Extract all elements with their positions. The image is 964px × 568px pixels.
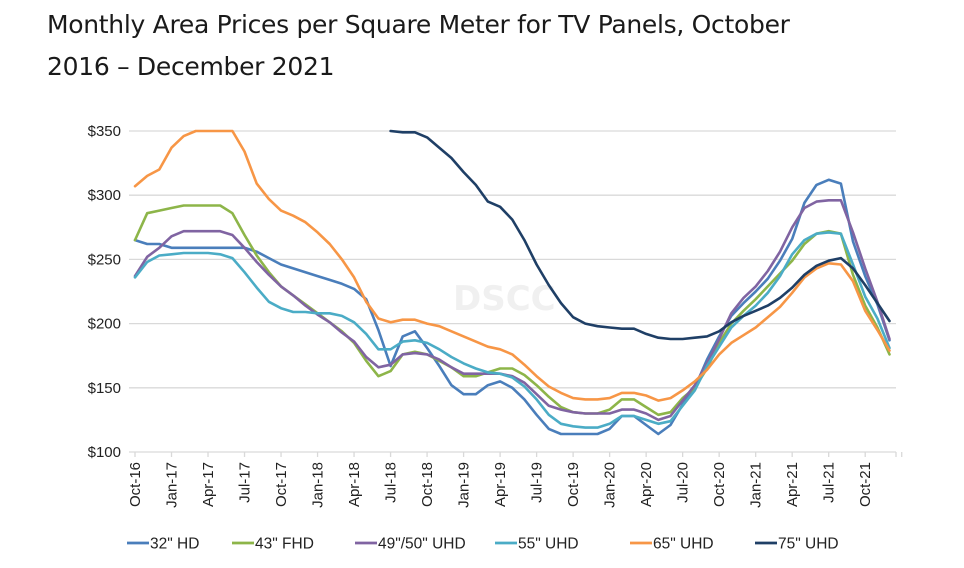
- x-tick-label: Oct-17: [273, 462, 290, 507]
- x-tick-label: Apr-17: [200, 462, 217, 507]
- legend-label: 55" UHD: [518, 536, 579, 553]
- y-tick-label: $350: [88, 123, 121, 140]
- chart-title: Monthly Area Prices per Square Meter for…: [47, 4, 927, 88]
- x-tick-label: Jul-21: [821, 462, 838, 503]
- y-tick-label: $150: [88, 380, 121, 397]
- chart-title-line-2: 2016 – December 2021: [47, 52, 335, 81]
- x-tick-label: Apr-19: [492, 462, 509, 507]
- x-tick-label: Apr-18: [346, 462, 363, 507]
- y-axis: $100 $150 $200 $250 $300 $350: [88, 123, 121, 461]
- legend-item: 75" UHD: [755, 536, 839, 553]
- x-tick-label: Oct-21: [857, 462, 874, 507]
- x-tick-label: Apr-21: [784, 462, 801, 507]
- legend-item: 65" UHD: [630, 536, 714, 553]
- y-tick-label: $250: [88, 251, 121, 268]
- legend-item: 49"/50" UHD: [355, 536, 466, 553]
- legend-item: 55" UHD: [495, 536, 579, 553]
- legend-item: 32" HD: [127, 536, 199, 553]
- x-tick-label: Apr-20: [638, 462, 655, 507]
- series-line-43-fhd: [133, 204, 891, 417]
- x-tick-label: Jul-19: [529, 462, 546, 503]
- x-tick-label: Jan-19: [456, 462, 473, 508]
- x-tick-label: Jul-17: [237, 462, 254, 503]
- legend-label: 65" UHD: [653, 536, 714, 553]
- legend-label: 32" HD: [150, 536, 199, 553]
- y-tick-label: $100: [88, 444, 121, 461]
- y-tick-label: $200: [88, 316, 121, 333]
- x-tick-label: Oct-20: [711, 462, 728, 507]
- x-tick-label: Jul-20: [675, 462, 692, 503]
- series-line-32-hd: [133, 178, 891, 436]
- watermark: DSCC: [453, 279, 556, 319]
- legend-label: 49"/50" UHD: [378, 536, 466, 553]
- x-tick-label: Jan-17: [164, 462, 181, 508]
- x-tick-label: Jan-18: [310, 462, 327, 508]
- series-line-75-uhd: [389, 129, 891, 341]
- chart-title-line-1: Monthly Area Prices per Square Meter for…: [47, 10, 790, 39]
- x-tick-label: Oct-18: [419, 462, 436, 507]
- y-tick-label: $300: [88, 187, 121, 204]
- x-tick-label: Jul-18: [383, 462, 400, 503]
- x-tick-label: Oct-16: [127, 462, 144, 507]
- legend: 32" HD 43" FHD 49"/50" UHD 55" UHD 65" UHD 75…: [127, 536, 839, 553]
- series-line-65-uhd: [133, 129, 891, 402]
- x-tick-label: Jan-20: [602, 462, 619, 508]
- gridlines: [129, 130, 896, 453]
- series-line-55-uhd: [133, 231, 891, 429]
- x-axis: Oct-16 Jan-17 Apr-17 Jul-17 Oct-17 Jan-18 Apr-…: [127, 452, 903, 508]
- legend-label: 75" UHD: [778, 536, 839, 553]
- legend-item: 43" FHD: [232, 536, 314, 553]
- x-tick-label: Oct-19: [565, 462, 582, 507]
- series-lines: [133, 129, 891, 436]
- x-tick-label: Jan-21: [748, 462, 765, 508]
- legend-label: 43" FHD: [255, 536, 314, 553]
